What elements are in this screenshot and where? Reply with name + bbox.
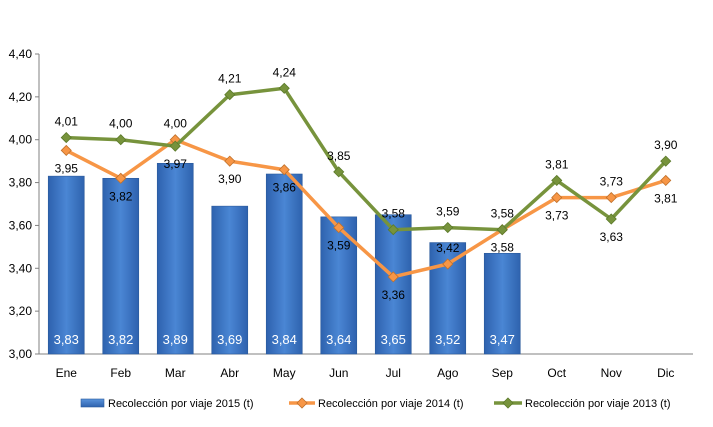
x-tick-label: Feb bbox=[110, 366, 131, 380]
bar-2015-value-label: 3,64 bbox=[326, 332, 351, 347]
marker-2014 bbox=[60, 144, 72, 156]
marker-2014 bbox=[333, 222, 345, 234]
line-2013-value-label: 3,81 bbox=[545, 157, 569, 171]
y-tick-label: 4,20 bbox=[9, 90, 33, 104]
bar-2015-value-label: 3,83 bbox=[54, 332, 79, 347]
y-tick-label: 3,60 bbox=[9, 218, 33, 232]
bar-2015 bbox=[102, 177, 140, 355]
marker-2013 bbox=[496, 224, 508, 236]
line-2013-value-label: 3,63 bbox=[600, 230, 624, 244]
line-2013-value-label: 4,21 bbox=[218, 72, 242, 86]
bar-2015-value-label: 3,84 bbox=[272, 332, 297, 347]
x-tick-label: Ago bbox=[437, 366, 459, 380]
legend-label-2015: Recolección por viaje 2015 (t) bbox=[108, 398, 254, 410]
legend-swatch-2015 bbox=[80, 398, 105, 408]
bar-2015 bbox=[47, 175, 85, 355]
legend-label-2013: Recolección por viaje 2013 (t) bbox=[525, 398, 671, 410]
marker-2013 bbox=[442, 222, 454, 234]
line-2013-value-label: 3,85 bbox=[327, 149, 351, 163]
legend-marker-2014 bbox=[296, 397, 308, 409]
bar-2015 bbox=[265, 173, 303, 355]
line-2014-value-label: 3,82 bbox=[109, 189, 133, 203]
x-tick-label: Ene bbox=[56, 366, 78, 380]
marker-2014 bbox=[551, 192, 563, 204]
legend: Recolección por viaje 2015 (t) Recolecció… bbox=[80, 397, 671, 410]
line-2014-value-label: 3,58 bbox=[491, 241, 515, 255]
bar-2015 bbox=[211, 205, 249, 355]
marker-2014 bbox=[115, 172, 127, 184]
axes-layer: 3,00 3,20 3,40 3,60 3,80 4,00 4,20 4,40 Ene Feb Ma… bbox=[9, 47, 693, 380]
y-tick-label: 3,20 bbox=[9, 304, 33, 318]
line-2014-value-label: 3,73 bbox=[545, 209, 569, 223]
labels-layer: 3,83 3,82 3,89 3,69 3,84 3,64 3,65 3,52 3,47 3,95… bbox=[54, 65, 678, 347]
line-2013-value-label: 4,24 bbox=[273, 65, 297, 79]
x-tick-label: Jul bbox=[386, 366, 401, 380]
y-tick-label: 3,40 bbox=[9, 261, 33, 275]
line-2013 bbox=[66, 86, 668, 232]
line-2014-value-label: 3,81 bbox=[654, 191, 678, 205]
bar-2015 bbox=[483, 252, 521, 355]
line-2013-value-label: 4,00 bbox=[109, 117, 133, 131]
marker-2014 bbox=[387, 271, 399, 283]
bar-2015 bbox=[374, 214, 412, 355]
x-tick-label: Oct bbox=[547, 366, 566, 380]
lines-layer bbox=[60, 82, 672, 283]
bar-2015-value-label: 3,89 bbox=[163, 332, 188, 347]
marker-2014 bbox=[605, 192, 617, 204]
line-2013-value-label: 3,90 bbox=[654, 138, 678, 152]
legend-marker-2013 bbox=[502, 397, 514, 409]
x-tick-label: May bbox=[273, 366, 296, 380]
marker-2013 bbox=[115, 134, 127, 146]
line-2014-value-label: 3,73 bbox=[600, 175, 624, 189]
marker-2013 bbox=[551, 174, 563, 186]
bar-2015-value-label: 3,52 bbox=[435, 332, 460, 347]
x-tick-label: Nov bbox=[601, 366, 622, 380]
line-2014-value-label: 3,90 bbox=[218, 172, 242, 186]
line-2014 bbox=[65, 137, 667, 279]
line-2013-value-label: 3,58 bbox=[491, 207, 515, 221]
line-2013-value-label: 3,97 bbox=[164, 157, 188, 171]
bar-2015-value-label: 3,47 bbox=[490, 332, 515, 347]
bar-2015-value-label: 3,82 bbox=[108, 332, 133, 347]
line-2014-value-label: 3,42 bbox=[436, 241, 460, 255]
x-tick-label: Jun bbox=[329, 366, 348, 380]
y-tick-label: 4,40 bbox=[9, 47, 33, 61]
line-2014-value-label: 3,36 bbox=[382, 288, 406, 302]
y-tick-label: 3,00 bbox=[9, 347, 33, 361]
marker-2013 bbox=[333, 166, 345, 178]
bar-2015-value-label: 3,69 bbox=[217, 332, 242, 347]
marker-2013 bbox=[278, 82, 290, 94]
y-tick-label: 4,00 bbox=[9, 133, 33, 147]
line-2014-value-label: 3,95 bbox=[55, 161, 79, 175]
bars-layer bbox=[47, 162, 521, 355]
x-tick-label: Dic bbox=[657, 366, 674, 380]
x-tick-label: Mar bbox=[165, 366, 186, 380]
marker-2013 bbox=[605, 213, 617, 225]
marker-2014 bbox=[224, 155, 236, 167]
line-2013-value-label: 4,01 bbox=[55, 115, 79, 129]
x-tick-label: Abr bbox=[220, 366, 239, 380]
line-2014-value-label: 4,00 bbox=[164, 117, 188, 131]
line-2014-value-label: 3,86 bbox=[273, 181, 297, 195]
y-tick-label: 3,80 bbox=[9, 176, 33, 190]
line-2013-value-label: 3,58 bbox=[382, 207, 406, 221]
marker-2013 bbox=[224, 89, 236, 101]
marker-2014 bbox=[278, 164, 290, 176]
marker-2013 bbox=[60, 132, 72, 144]
line-2014-value-label: 3,59 bbox=[327, 239, 351, 253]
marker-2013 bbox=[660, 155, 672, 167]
legend-label-2014: Recolección por viaje 2014 (t) bbox=[318, 398, 464, 410]
marker-2014 bbox=[442, 258, 454, 270]
bar-2015 bbox=[156, 162, 194, 355]
x-tick-label: Sep bbox=[492, 366, 514, 380]
marker-2013 bbox=[387, 224, 399, 236]
line-2013-value-label: 3,59 bbox=[436, 205, 460, 219]
marker-2013 bbox=[169, 140, 181, 152]
marker-2014 bbox=[660, 174, 672, 186]
bar-2015-value-label: 3,65 bbox=[381, 332, 406, 347]
